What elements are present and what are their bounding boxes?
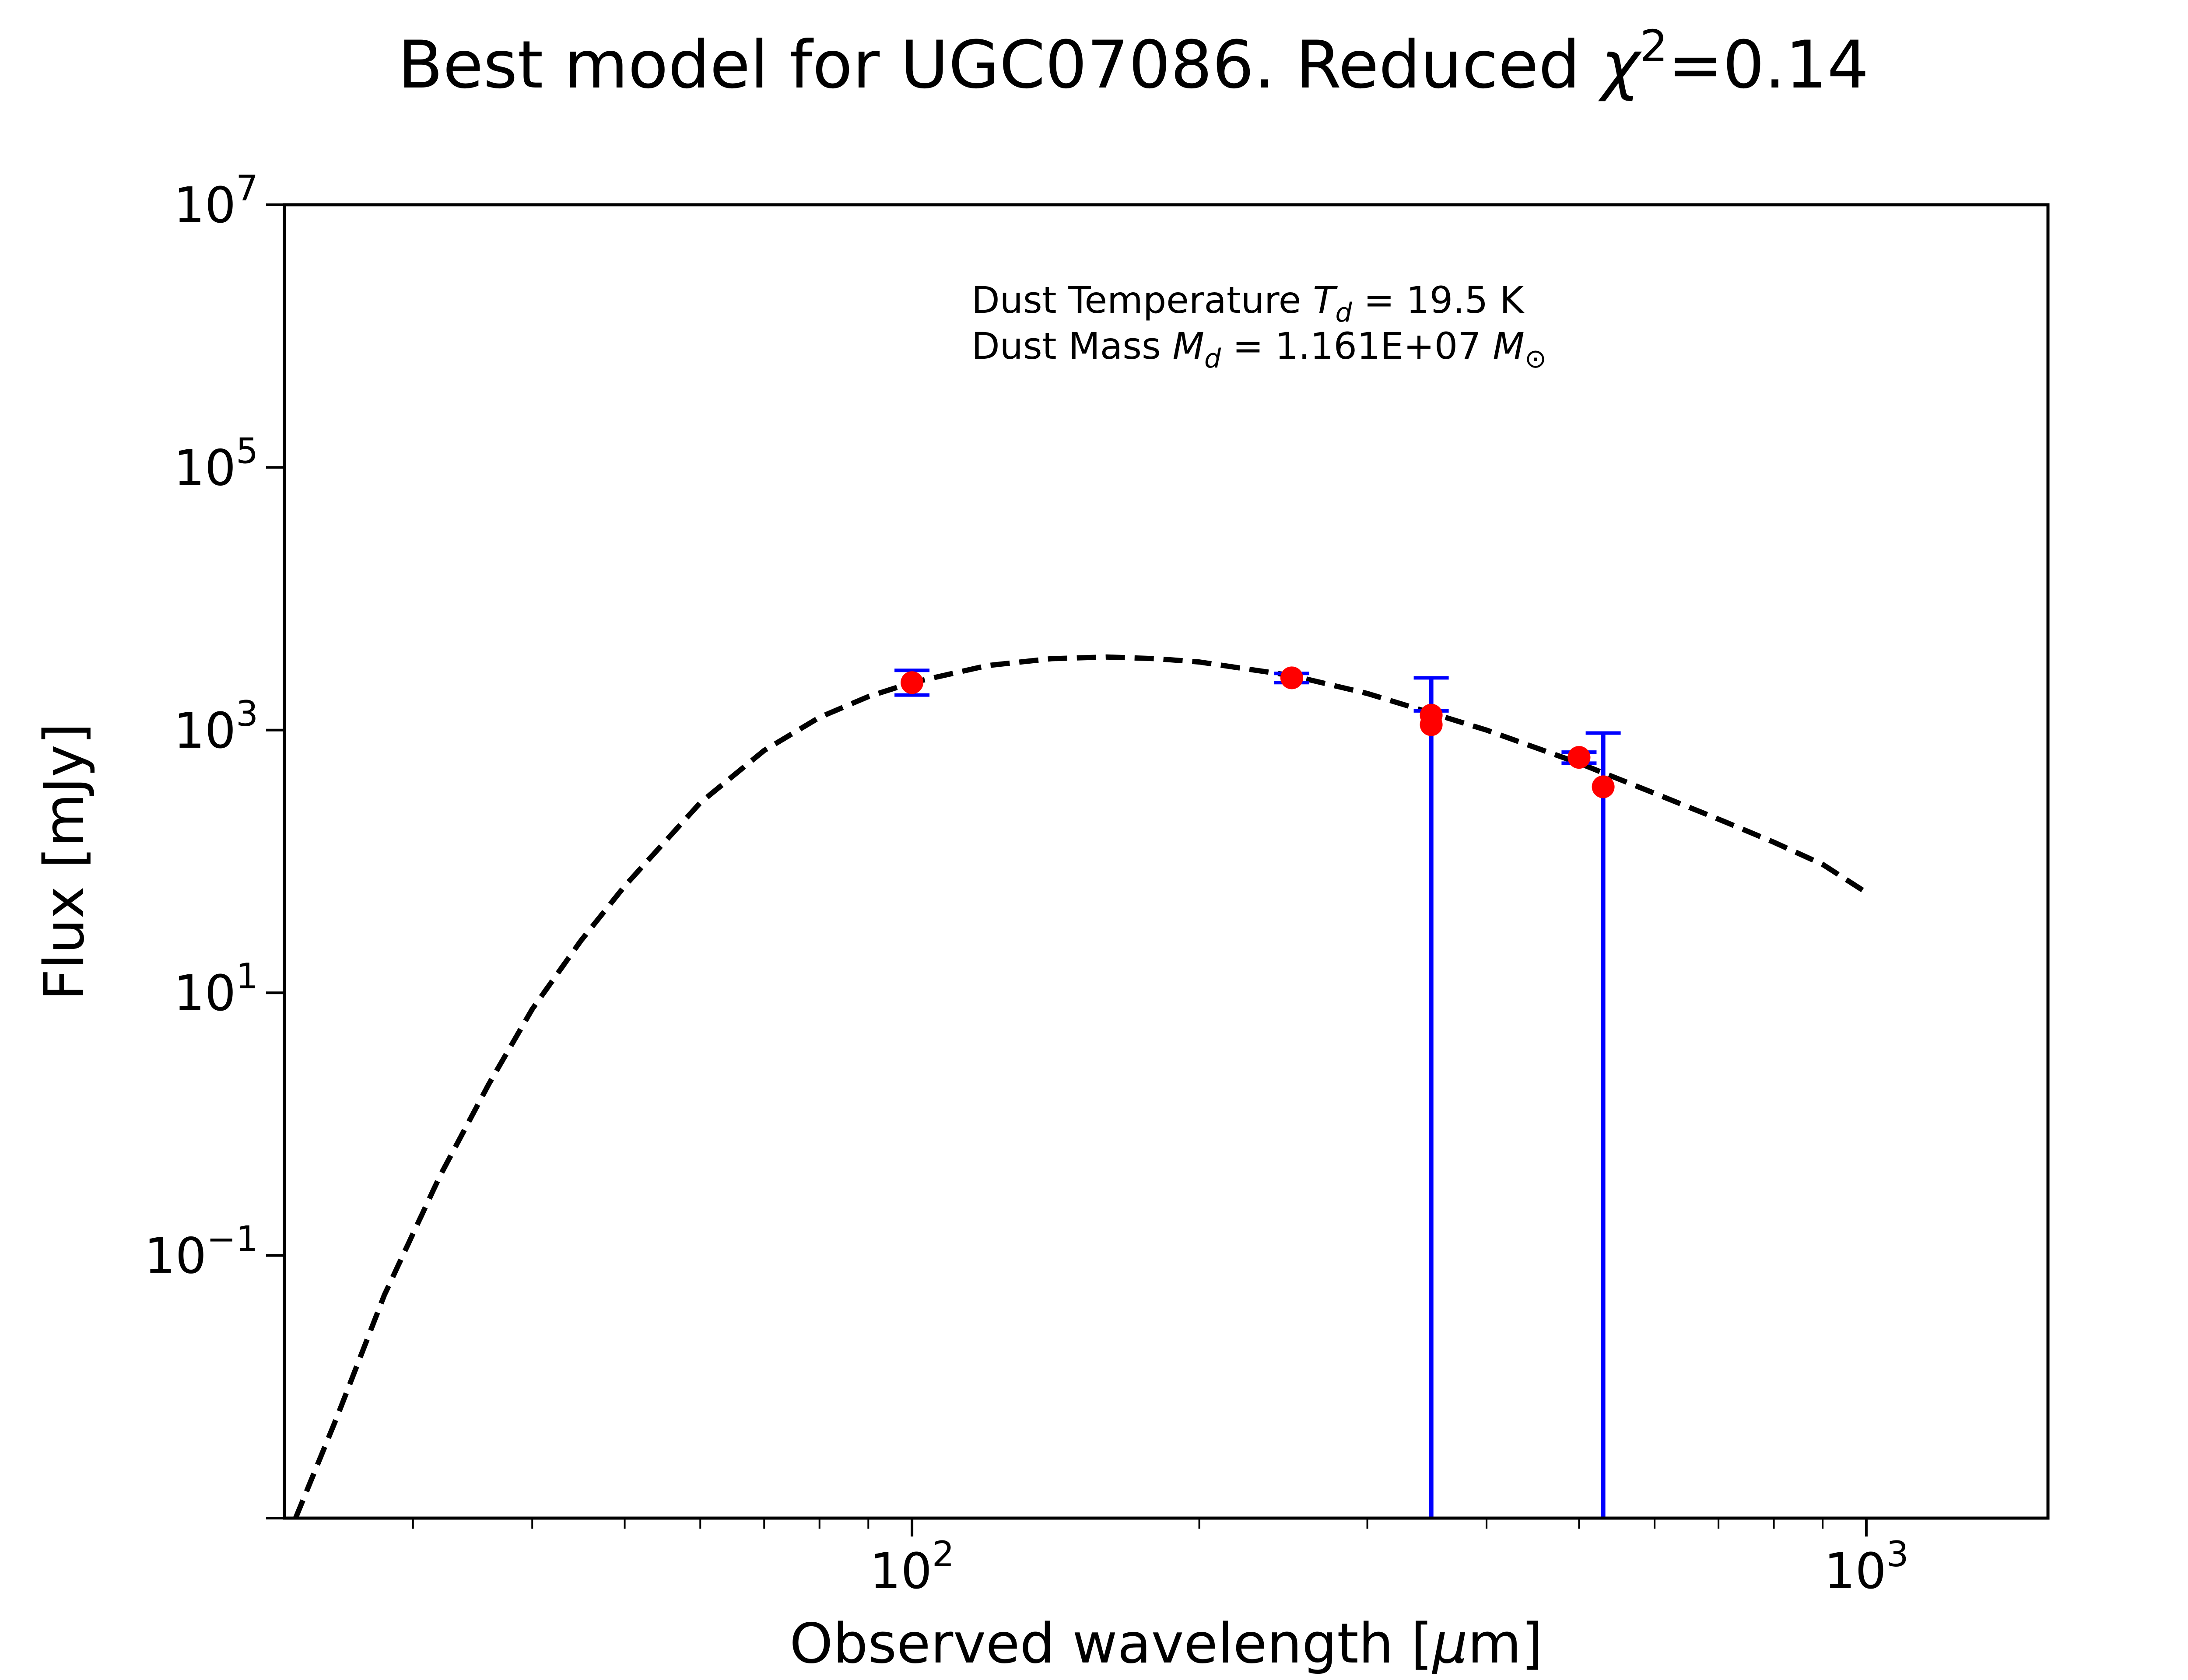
y-tick-label: 101 (174, 956, 258, 1022)
data-point (901, 671, 924, 694)
data-point (1420, 713, 1443, 736)
axis-layer: 102 103 10−1 101 103 105 107 (144, 168, 1909, 1600)
y-tick-label: 10−1 (144, 1219, 258, 1285)
data-point (1567, 746, 1591, 769)
chart-title: Best model for UGC07086. Reduced χ2=0.14 (398, 21, 1869, 103)
x-tick-label: 103 (1824, 1534, 1908, 1600)
errorbar-layer (894, 668, 1621, 1518)
y-tick-label: 107 (174, 168, 258, 234)
y-tick-label: 103 (174, 693, 258, 760)
annotation-dust-mass: Dust Mass Md = 1.161E+07 M⊙ (971, 325, 1546, 374)
data-points-layer (901, 666, 1615, 798)
annotation-dust-temperature: Dust Temperature Td = 19.5 K (971, 279, 1525, 328)
y-axis-label: Flux [mJy] (32, 723, 96, 1001)
x-axis-label: Observed wavelength [μm] (789, 1611, 1543, 1676)
plot-frame (283, 203, 2050, 1520)
model-curve (293, 654, 1868, 1519)
data-point (1592, 775, 1615, 798)
data-point (1280, 666, 1303, 690)
model-curve-layer (293, 654, 1868, 1519)
y-tick-label: 105 (174, 430, 258, 497)
x-tick-label: 102 (870, 1534, 954, 1600)
